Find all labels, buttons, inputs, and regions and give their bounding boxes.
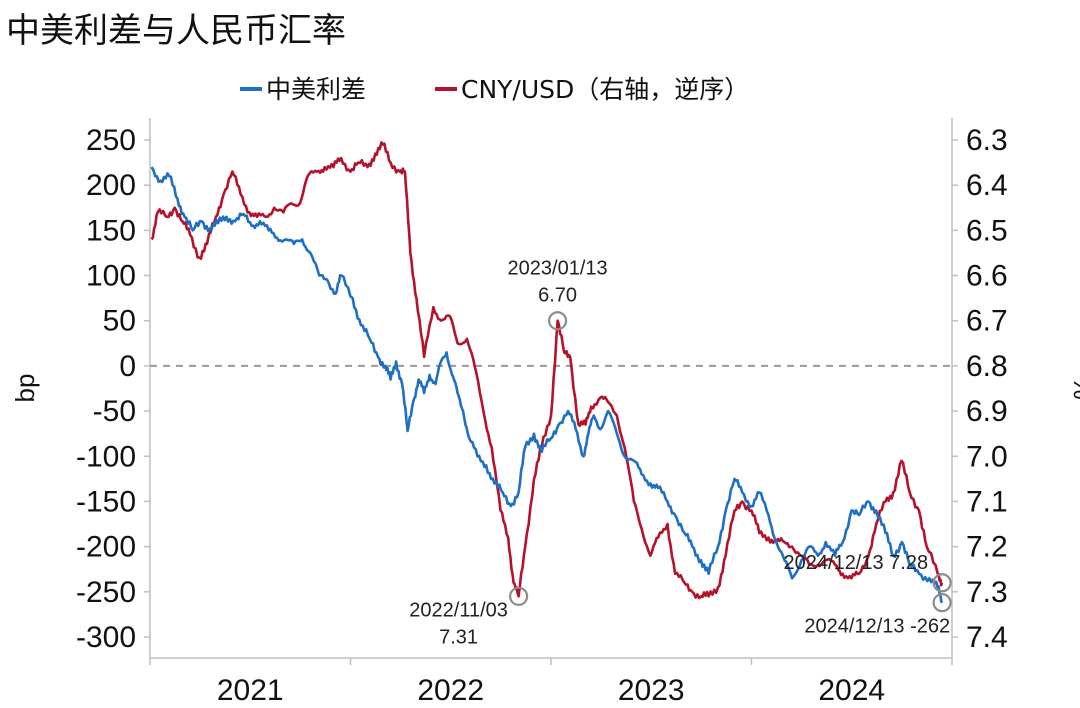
left-tick-label: -50 <box>93 395 136 428</box>
series <box>150 141 944 604</box>
left-tick-label: 200 <box>86 169 136 202</box>
right-tick-label: 6.4 <box>966 169 1008 202</box>
left-tick-label: 100 <box>86 260 136 293</box>
right-tick-label: 6.3 <box>966 124 1008 157</box>
right-tick-label: 6.8 <box>966 350 1008 383</box>
series-line-cny-usd <box>150 141 944 600</box>
annotations: 2023/01/13 6.70 2022/11/03 7.31 2024/12/13 7… <box>409 258 952 648</box>
right-tick-label: 7.4 <box>966 621 1008 654</box>
annotation-label: 2024/12/13 7.28 <box>784 552 929 574</box>
left-tick-label: -150 <box>76 485 136 518</box>
series-line-spread <box>150 166 944 604</box>
annotation-marker <box>547 311 568 331</box>
legend-label-cny: CNY/USD（右轴，逆序） <box>461 75 749 104</box>
x-tick-label: 2024 <box>818 674 885 707</box>
left-tick-label: 50 <box>103 305 136 338</box>
legend-label-spread: 中美利差 <box>266 75 366 104</box>
legend: 中美利差 CNY/USD（右轴，逆序） <box>240 75 749 104</box>
chart-title: 中美利差与人民币汇率 <box>6 11 346 51</box>
annotation-marker <box>508 586 529 606</box>
annotation-date-label: 2023/01/13 <box>508 258 608 280</box>
left-tick-label: -200 <box>76 531 136 564</box>
annotation-value-label: 7.31 <box>439 626 478 648</box>
annotation-marker <box>932 593 952 613</box>
x-tick-label: 2021 <box>217 674 284 707</box>
left-tick-label: -250 <box>76 576 136 609</box>
annotation-label: 2024/12/13 -262 <box>804 616 950 638</box>
left-tick-label: -100 <box>76 440 136 473</box>
annotation-marker <box>932 573 952 593</box>
annotation-date-label: 2022/11/03 <box>409 599 508 621</box>
right-tick-label: 7.3 <box>966 576 1008 609</box>
left-tick-label: 250 <box>86 124 136 157</box>
right-tick-label: 7.2 <box>966 531 1008 564</box>
right-axis-label: % <box>1068 376 1080 399</box>
annotation-value-label: 6.70 <box>538 285 577 307</box>
right-tick-label: 6.6 <box>966 260 1008 293</box>
right-tick-label: 6.7 <box>966 305 1008 338</box>
left-tick-label: -300 <box>76 621 136 654</box>
right-tick-label: 7.0 <box>966 440 1008 473</box>
x-tick-label: 2022 <box>417 674 484 707</box>
left-axis-label: bp <box>10 374 40 403</box>
x-tick-label: 2023 <box>618 674 685 707</box>
axes: 250 200 150 100 50 0 -50 -100 -150 -200 -250 -300 6.… <box>76 118 1008 707</box>
right-tick-label: 6.9 <box>966 395 1008 428</box>
right-tick-label: 7.1 <box>966 485 1008 518</box>
left-tick-label: 150 <box>86 214 136 247</box>
right-tick-label: 6.5 <box>966 214 1008 247</box>
left-tick-label: 0 <box>119 350 136 383</box>
